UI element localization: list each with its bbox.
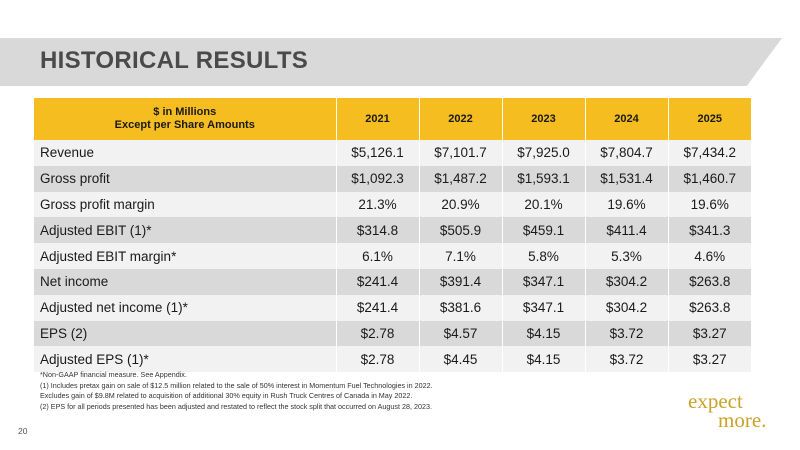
table-cell: 6.1% bbox=[336, 243, 420, 269]
table-row: Adjusted EBIT margin* 6.1% 7.1% 5.8% 5.3… bbox=[34, 243, 751, 269]
table-cell: $5,126.1 bbox=[336, 140, 420, 166]
brand-logo-line1: expect bbox=[688, 389, 743, 413]
table-row: Adjusted net income (1)* $241.4 $381.6 $… bbox=[34, 294, 751, 321]
page-number: 20 bbox=[18, 426, 28, 436]
table-cell: $3.27 bbox=[668, 346, 751, 373]
row-label: Gross profit bbox=[34, 165, 337, 192]
table-cell: 19.6% bbox=[668, 191, 751, 218]
table-cell: 5.3% bbox=[585, 243, 669, 269]
table-cell: $347.1 bbox=[502, 268, 586, 295]
table-cell: $1,460.7 bbox=[668, 165, 751, 192]
table-cell: $391.4 bbox=[419, 268, 503, 295]
title-band bbox=[0, 38, 782, 86]
table-row: Revenue $5,126.1 $7,101.7 $7,925.0 $7,80… bbox=[34, 140, 751, 166]
table-cell: $7,925.0 bbox=[502, 140, 586, 166]
table-row: Gross profit $1,092.3 $1,487.2 $1,593.1 … bbox=[34, 165, 751, 192]
row-label: Adjusted EBIT (1)* bbox=[34, 217, 337, 244]
table-cell: $4.45 bbox=[419, 346, 503, 373]
table-cell: $3.27 bbox=[668, 320, 751, 347]
table-cell: $347.1 bbox=[502, 294, 586, 321]
table-cell: $263.8 bbox=[668, 294, 751, 321]
table-cell: 20.1% bbox=[502, 191, 586, 218]
footnotes: *Non-GAAP financial measure. See Appendi… bbox=[40, 370, 660, 412]
historical-results-table: $ in Millions Except per Share Amounts 2… bbox=[34, 98, 751, 373]
table-cell: $459.1 bbox=[502, 217, 586, 244]
row-label: EPS (2) bbox=[34, 320, 337, 347]
table-cell: $3.72 bbox=[585, 346, 669, 373]
header-label-line1: $ in Millions bbox=[153, 106, 217, 118]
brand-logo-line2: more. bbox=[718, 408, 767, 432]
table-cell: $4.15 bbox=[502, 346, 586, 373]
footnote-line: (1) Includes pretax gain on sale of $12.… bbox=[40, 380, 433, 390]
table-row: Adjusted EBIT (1)* $314.8 $505.9 $459.1 … bbox=[34, 217, 751, 244]
table-row: EPS (2) $2.78 $4.57 $4.15 $3.72 $3.27 bbox=[34, 320, 751, 347]
table-cell: $2.78 bbox=[336, 320, 420, 347]
row-label: Adjusted net income (1)* bbox=[34, 294, 337, 321]
table-cell: $4.15 bbox=[502, 320, 586, 347]
table-row: Adjusted EPS (1)* $2.78 $4.45 $4.15 $3.7… bbox=[34, 346, 751, 373]
table-header-row: $ in Millions Except per Share Amounts 2… bbox=[34, 98, 751, 140]
table-cell: 20.9% bbox=[419, 191, 503, 218]
row-label: Revenue bbox=[34, 140, 337, 166]
table-cell: 19.6% bbox=[585, 191, 669, 218]
footnote-line: *Non-GAAP financial measure. See Appendi… bbox=[40, 370, 187, 379]
table-cell: $2.78 bbox=[336, 346, 420, 373]
header-label-cell: $ in Millions Except per Share Amounts bbox=[34, 98, 337, 140]
table-row: Net income $241.4 $391.4 $347.1 $304.2 $… bbox=[34, 268, 751, 295]
table-cell: $1,531.4 bbox=[585, 165, 669, 192]
table-cell: $7,804.7 bbox=[585, 140, 669, 166]
page-title: HISTORICAL RESULTS bbox=[40, 47, 309, 74]
year-header: 2022 bbox=[419, 98, 503, 140]
table-cell: $314.8 bbox=[336, 217, 420, 244]
year-header: 2021 bbox=[336, 98, 420, 140]
table-cell: 21.3% bbox=[336, 191, 420, 218]
table-cell: $1,593.1 bbox=[502, 165, 586, 192]
table-cell: $241.4 bbox=[336, 268, 420, 295]
footnote-line: (2) EPS for all periods presented has be… bbox=[40, 401, 432, 411]
table-cell: $1,092.3 bbox=[336, 165, 420, 192]
table-cell: $263.8 bbox=[668, 268, 751, 295]
table-cell: 4.6% bbox=[668, 243, 751, 269]
table-row: Gross profit margin 21.3% 20.9% 20.1% 19… bbox=[34, 191, 751, 218]
table-cell: $3.72 bbox=[585, 320, 669, 347]
table-cell: $341.3 bbox=[668, 217, 751, 244]
table-cell: $505.9 bbox=[419, 217, 503, 244]
table-cell: $304.2 bbox=[585, 268, 669, 295]
table-cell: $4.57 bbox=[419, 320, 503, 347]
header-label-line2: Except per Share Amounts bbox=[114, 119, 255, 131]
row-label: Net income bbox=[34, 268, 337, 295]
table-cell: $1,487.2 bbox=[419, 165, 503, 192]
footnote-line: Excludes gain of $9.8M related to acquis… bbox=[40, 391, 413, 400]
table-cell: $7,101.7 bbox=[419, 140, 503, 166]
row-label: Adjusted EBIT margin* bbox=[34, 243, 337, 269]
brand-logo: expect more. bbox=[688, 389, 767, 432]
table-cell: $411.4 bbox=[585, 217, 669, 244]
table-cell: $381.6 bbox=[419, 294, 503, 321]
year-header: 2025 bbox=[668, 98, 751, 140]
table-cell: 5.8% bbox=[502, 243, 586, 269]
table-cell: 7.1% bbox=[419, 243, 503, 269]
table-cell: $7,434.2 bbox=[668, 140, 751, 166]
table-cell: $241.4 bbox=[336, 294, 420, 321]
year-header: 2024 bbox=[585, 98, 669, 140]
table-cell: $304.2 bbox=[585, 294, 669, 321]
row-label: Gross profit margin bbox=[34, 191, 337, 218]
year-header: 2023 bbox=[502, 98, 586, 140]
row-label: Adjusted EPS (1)* bbox=[34, 346, 337, 373]
